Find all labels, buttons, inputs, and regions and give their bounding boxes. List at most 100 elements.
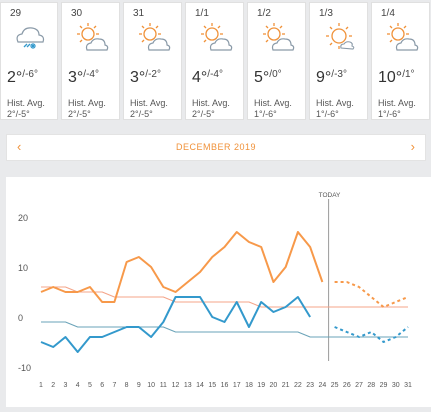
low-observed-series-line [40,296,311,353]
day-low-temp: /-4° [83,69,99,80]
x-tick-label: 25 [331,382,339,389]
x-tick-label: 27 [355,382,363,389]
day-date: 1/4 [381,8,395,19]
historical-average: Hist. Avg. 1°/-6° [254,98,292,120]
historical-average: Hist. Avg. 2°/-5° [192,98,230,120]
previous-month-button[interactable]: ‹ [17,139,22,154]
sun-icon [326,23,355,50]
sun-cloud-icon [139,23,171,51]
sun-cloud-icon [387,23,419,51]
x-tick-label: 10 [147,382,155,389]
historical-average: Hist. Avg. 1°/-6° [316,98,354,120]
day-high-temp: 3° [130,69,146,86]
high-observed-series-line [40,231,324,303]
day-temperatures: 3°/-4° [68,69,99,87]
x-tick-label: 24 [318,382,326,389]
day-low-temp: /1° [402,69,415,80]
month-navigator: ‹ DECEMBER 2019 › [6,134,426,161]
x-tick-label: 21 [282,382,290,389]
hist-avg-label: Hist. Avg. [130,98,168,108]
day-date: 29 [10,8,22,19]
x-tick-label: 8 [125,382,129,389]
low-forecast-series-line [334,326,409,343]
day-card[interactable]: 1/1 4°/-4° Hist. Avg. 2°/-5° [185,2,244,120]
hist-avg-label: Hist. Avg. [68,98,106,108]
sun-cloud-icon [201,23,233,51]
x-tick-label: 30 [392,382,400,389]
day-card[interactable]: 1/3 9°/-3° Hist. Avg. 1°/-6° [309,2,368,120]
snow-cloud-icon [16,27,45,49]
hist-avg-value: 2°/-5° [7,109,30,119]
day-high-temp: 3° [68,69,84,86]
day-low-temp: /-2° [145,69,161,80]
y-tick-label: 20 [18,213,28,223]
day-card[interactable]: 30 3°/-4° Hist. Avg. 2°/-5° [61,2,120,120]
historical-average: Hist. Avg. 2°/-5° [130,98,168,120]
high-forecast-series-line [334,281,409,308]
hist-avg-value: 2°/-5° [68,109,91,119]
hist-avg-label: Hist. Avg. [7,98,45,108]
day-high-temp: 10° [378,69,403,86]
x-tick-label: 17 [233,382,241,389]
day-high-temp: 2° [7,69,23,86]
day-high-temp: 9° [316,69,332,86]
day-temperatures: 3°/-2° [130,69,161,87]
day-low-temp: /0° [269,69,282,80]
hist-avg-value: 2°/-5° [130,109,153,119]
day-high-temp: 4° [192,69,208,86]
x-tick-label: 6 [100,382,104,389]
next-month-button[interactable]: › [410,139,415,154]
hist-low-series-line [41,321,408,338]
y-tick-label: 10 [18,263,28,273]
historical-average: Hist. Avg. 1°/-6° [378,98,416,120]
day-card[interactable]: 1/2 5°/0° Hist. Avg. 1°/-6° [247,2,306,120]
y-tick-label: 0 [18,313,23,323]
hist-high-series-line [41,286,408,308]
x-tick-label: 31 [404,382,412,389]
y-tick-label: -10 [18,363,31,373]
day-temperatures: 4°/-4° [192,69,223,87]
sun-cloud-icon [77,23,109,51]
hist-avg-label: Hist. Avg. [378,98,416,108]
temperature-chart-panel: 20 10 0 -10 1 2 3 4 5 6 7 8 9 10 11 12 13 14 15 16 17 18 19 20 2… [6,177,431,407]
x-tick-label: 4 [76,382,80,389]
sun-cloud-icon [263,23,295,51]
x-tick-label: 26 [343,382,351,389]
x-tick-label: 23 [306,382,314,389]
day-date: 30 [71,8,83,19]
day-temperatures: 10°/1° [378,69,415,87]
day-date: 31 [133,8,145,19]
x-tick-label: 1 [39,382,43,389]
day-low-temp: /-6° [22,69,38,80]
x-tick-label: 2 [51,382,55,389]
day-card[interactable]: 29 2°/-6° Hist. Avg. 2°/-5° [0,2,58,120]
day-date: 1/3 [319,8,333,19]
historical-average: Hist. Avg. 2°/-5° [7,98,45,120]
day-low-temp: /-4° [207,69,223,80]
hist-avg-value: 2°/-5° [192,109,215,119]
x-tick-label: 22 [294,382,302,389]
hist-avg-value: 1°/-6° [378,109,401,119]
x-tick-label: 14 [196,382,204,389]
x-tick-label: 13 [184,382,192,389]
day-low-temp: /-3° [331,69,347,80]
day-card[interactable]: 31 3°/-2° Hist. Avg. 2°/-5° [123,2,182,120]
day-high-temp: 5° [254,69,270,86]
x-tick-label: 11 [160,382,167,389]
day-forecast-strip: 29 2°/-6° Hist. Avg. 2°/-5° 30 3°/-4° Hist. Av… [0,2,430,120]
day-card[interactable]: 1/4 10°/1° Hist. Avg. 1°/-6° [371,2,430,120]
hist-avg-value: 1°/-6° [316,109,339,119]
x-tick-label: 12 [172,382,180,389]
x-tick-label: 16 [221,382,229,389]
x-tick-label: 18 [245,382,253,389]
day-temperatures: 2°/-6° [7,69,38,87]
x-tick-label: 15 [208,382,216,389]
month-label: DECEMBER 2019 [175,142,257,152]
today-label: TODAY [319,192,341,199]
x-tick-label: 28 [367,382,375,389]
hist-avg-label: Hist. Avg. [254,98,292,108]
hist-avg-label: Hist. Avg. [192,98,230,108]
historical-average: Hist. Avg. 2°/-5° [68,98,106,120]
hist-avg-value: 1°/-6° [254,109,277,119]
